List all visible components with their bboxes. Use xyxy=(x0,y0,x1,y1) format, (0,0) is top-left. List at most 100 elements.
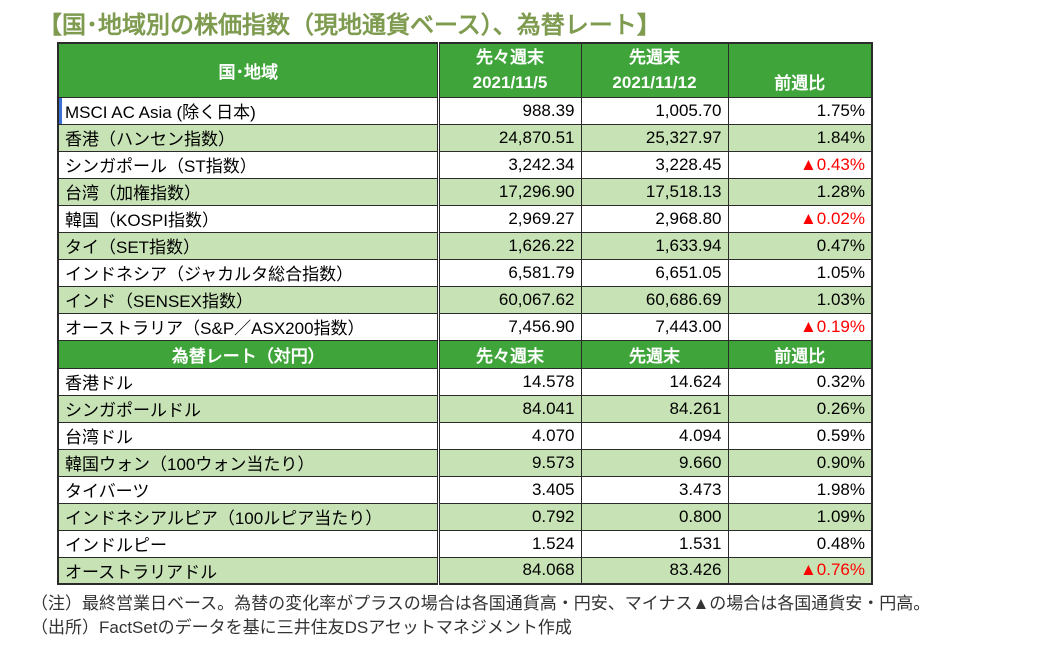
index-week-before-last-value: 6,581.79 xyxy=(437,258,582,287)
fx-wow-change-value: 0.32% xyxy=(727,367,873,396)
table-row: インドルピー 1.524 1.531 0.48% xyxy=(57,529,873,558)
fx-last-week-value: 83.426 xyxy=(580,556,729,585)
fx-row-name: 香港ドル xyxy=(57,367,440,396)
index-row-name: シンガポール（ST指数） xyxy=(57,150,440,179)
index-week-before-last-value: 1,626.22 xyxy=(437,231,582,260)
indices-rows: MSCI AC Asia (除く日本) 988.39 1,005.70 1.75% 香港… xyxy=(57,96,873,341)
index-last-week-value: 3,228.45 xyxy=(580,150,729,179)
table-row: 香港ドル 14.578 14.624 0.32% xyxy=(57,367,873,396)
fx-last-week-value: 14.624 xyxy=(580,367,729,396)
note-basis: （注）最終営業日ベース。為替の変化率がプラスの場合は各国通貨高・円安、マイナス▲… xyxy=(31,594,931,613)
index-last-week-value: 25,327.97 xyxy=(580,123,729,152)
index-last-week-value: 60,686.69 xyxy=(580,285,729,314)
indices-header-row: 国･地域 先々週末 2021/11/5 先週末 2021/11/12 前週比 xyxy=(57,42,873,98)
table-row: シンガポールドル 84.041 84.261 0.26% xyxy=(57,394,873,423)
index-wow-change-value: ▲0.02% xyxy=(727,204,873,233)
table-row: オーストラリア（S&P／ASX200指数） 7,456.90 7,443.00 ▲0.… xyxy=(57,312,873,341)
fx-wow-change-value: 1.09% xyxy=(727,502,873,531)
fx-week-before-last-value: 0.792 xyxy=(437,502,582,531)
fx-week-before-last-value: 84.068 xyxy=(437,556,582,585)
fx-wow-change-value: 0.26% xyxy=(727,394,873,423)
fx-week-before-last-value: 14.578 xyxy=(437,367,582,396)
index-wow-change-value: ▲0.43% xyxy=(727,150,873,179)
table-row: インドネシア（ジャカルタ総合指数） 6,581.79 6,651.05 1.05% xyxy=(57,258,873,287)
index-wow-change-value: 0.47% xyxy=(727,231,873,260)
fx-week-before-last-value: 84.041 xyxy=(437,394,582,423)
fx-week-before-last-value: 9.573 xyxy=(437,448,582,477)
fx-row-name: タイバーツ xyxy=(57,475,440,504)
indices-header-last-week: 先週末 2021/11/12 xyxy=(580,42,729,98)
table-row: タイ（SET指数） 1,626.22 1,633.94 0.47% xyxy=(57,231,873,260)
fx-week-before-last-value: 3.405 xyxy=(437,475,582,504)
table-row: 台湾（加権指数） 17,296.90 17,518.13 1.28% xyxy=(57,177,873,206)
last-week-label: 先週末 xyxy=(629,48,680,68)
fx-last-week-value: 84.261 xyxy=(580,394,729,423)
page-title: 【国･地域別の株価指数（現地通貨ベース）、為替レート】 xyxy=(38,12,661,39)
index-week-before-last-value: 988.39 xyxy=(437,96,582,125)
index-row-name: 韓国（KOSPI指数） xyxy=(57,204,440,233)
index-last-week-value: 6,651.05 xyxy=(580,258,729,287)
index-last-week-value: 17,518.13 xyxy=(580,177,729,206)
index-week-before-last-value: 17,296.90 xyxy=(437,177,582,206)
footnotes: （注）最終営業日ベース。為替の変化率がプラスの場合は各国通貨高・円安、マイナス▲… xyxy=(31,592,1051,640)
index-week-before-last-value: 7,456.90 xyxy=(437,312,582,341)
week-before-last-date: 2021/11/5 xyxy=(472,73,548,93)
table-row: 香港（ハンセン指数） 24,870.51 25,327.97 1.84% xyxy=(57,123,873,152)
fx-header-wow-change: 前週比 xyxy=(727,339,873,369)
indices-header-wow-change: 前週比 xyxy=(727,42,873,98)
index-wow-change-value: 1.05% xyxy=(727,258,873,287)
fx-week-before-last-value: 4.070 xyxy=(437,421,582,450)
index-wow-change-value: ▲0.19% xyxy=(727,312,873,341)
fx-wow-change-value: 1.98% xyxy=(727,475,873,504)
week-before-last-label: 先々週末 xyxy=(476,48,544,68)
index-last-week-value: 7,443.00 xyxy=(580,312,729,341)
fx-row-name: 台湾ドル xyxy=(57,421,440,450)
index-wow-change-value: 1.84% xyxy=(727,123,873,152)
fx-wow-change-value: 0.90% xyxy=(727,448,873,477)
fx-header-last-week: 先週末 xyxy=(580,339,729,369)
index-wow-change-value: 1.75% xyxy=(727,96,873,125)
last-week-date: 2021/11/12 xyxy=(612,73,697,93)
fx-last-week-value: 4.094 xyxy=(580,421,729,450)
fx-last-week-value: 9.660 xyxy=(580,448,729,477)
index-week-before-last-value: 60,067.62 xyxy=(437,285,582,314)
fx-row-name: オーストラリアドル xyxy=(57,556,440,585)
index-wow-change-value: 1.28% xyxy=(727,177,873,206)
index-row-name: インド（SENSEX指数） xyxy=(57,285,440,314)
table-row: 韓国ウォン（100ウォン当たり） 9.573 9.660 0.90% xyxy=(57,448,873,477)
fx-row-name: インドルピー xyxy=(57,529,440,558)
fx-header-row: 為替レート（対円） 先々週末 先週末 前週比 xyxy=(57,339,873,369)
index-week-before-last-value: 2,969.27 xyxy=(437,204,582,233)
table-row: タイバーツ 3.405 3.473 1.98% xyxy=(57,475,873,504)
note-source: （出所）FactSetのデータを基に三井住友DSアセットマネジメント作成 xyxy=(31,618,572,637)
fx-last-week-value: 3.473 xyxy=(580,475,729,504)
table-row: 韓国（KOSPI指数） 2,969.27 2,968.80 ▲0.02% xyxy=(57,204,873,233)
table-row: シンガポール（ST指数） 3,242.34 3,228.45 ▲0.43% xyxy=(57,150,873,179)
table-row: MSCI AC Asia (除く日本) 988.39 1,005.70 1.75% xyxy=(57,96,873,125)
fx-row-name: 韓国ウォン（100ウォン当たり） xyxy=(57,448,440,477)
table-row: オーストラリアドル 84.068 83.426 ▲0.76% xyxy=(57,556,873,585)
fx-week-before-last-value: 1.524 xyxy=(437,529,582,558)
fx-wow-change-value: 0.48% xyxy=(727,529,873,558)
index-row-name: 香港（ハンセン指数） xyxy=(57,123,440,152)
fx-row-name: シンガポールドル xyxy=(57,394,440,423)
indices-fx-table: 国･地域 先々週末 2021/11/5 先週末 2021/11/12 前週比 M… xyxy=(57,42,873,585)
indices-header-week-before-last: 先々週末 2021/11/5 xyxy=(437,42,582,98)
fx-last-week-value: 0.800 xyxy=(580,502,729,531)
index-week-before-last-value: 3,242.34 xyxy=(437,150,582,179)
fx-header-week-before-last: 先々週末 xyxy=(437,339,582,369)
fx-row-name: インドネシアルピア（100ルピア当たり） xyxy=(57,502,440,531)
index-last-week-value: 1,633.94 xyxy=(580,231,729,260)
index-last-week-value: 2,968.80 xyxy=(580,204,729,233)
table-row: 台湾ドル 4.070 4.094 0.59% xyxy=(57,421,873,450)
index-row-name: インドネシア（ジャカルタ総合指数） xyxy=(57,258,440,287)
index-week-before-last-value: 24,870.51 xyxy=(437,123,582,152)
fx-wow-change-value: ▲0.76% xyxy=(727,556,873,585)
index-last-week-value: 1,005.70 xyxy=(580,96,729,125)
fx-rows: 香港ドル 14.578 14.624 0.32% シンガポールドル 84.041 84.26… xyxy=(57,367,873,585)
indices-header-region: 国･地域 xyxy=(57,42,440,98)
table-row: インド（SENSEX指数） 60,067.62 60,686.69 1.03% xyxy=(57,285,873,314)
index-row-name: 台湾（加権指数） xyxy=(57,177,440,206)
index-wow-change-value: 1.03% xyxy=(727,285,873,314)
